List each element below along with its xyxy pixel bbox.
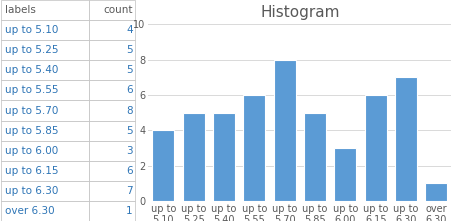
Bar	[394, 77, 416, 201]
Text: up to 6.00: up to 6.00	[5, 146, 59, 156]
Bar	[1, 40, 89, 60]
Bar	[425, 183, 446, 201]
Bar	[89, 20, 135, 40]
Text: 7: 7	[126, 186, 132, 196]
Bar	[1, 181, 89, 201]
Bar	[89, 60, 135, 80]
Text: up to 5.40: up to 5.40	[5, 65, 59, 75]
Text: 6: 6	[126, 85, 132, 95]
Bar	[89, 120, 135, 141]
Bar	[273, 60, 295, 201]
Bar	[152, 130, 174, 201]
Text: up to 6.30: up to 6.30	[5, 186, 59, 196]
Bar	[1, 20, 89, 40]
Bar	[89, 181, 135, 201]
Bar	[89, 161, 135, 181]
Bar	[89, 0, 135, 20]
Text: 5: 5	[126, 126, 132, 136]
Text: labels: labels	[5, 5, 36, 15]
Text: count: count	[103, 5, 132, 15]
Text: up to 5.10: up to 5.10	[5, 25, 59, 35]
Text: 8: 8	[126, 105, 132, 116]
Bar	[1, 101, 89, 120]
Bar	[1, 161, 89, 181]
Text: up to 6.15: up to 6.15	[5, 166, 59, 176]
Bar	[1, 120, 89, 141]
Bar	[1, 60, 89, 80]
Bar	[303, 113, 325, 201]
Text: 5: 5	[126, 45, 132, 55]
Bar	[212, 113, 234, 201]
Bar	[182, 113, 204, 201]
Bar	[89, 141, 135, 161]
Bar	[89, 40, 135, 60]
Bar	[89, 201, 135, 221]
Text: 5: 5	[126, 65, 132, 75]
Text: up to 5.25: up to 5.25	[5, 45, 59, 55]
Bar	[89, 101, 135, 120]
Text: 4: 4	[126, 25, 132, 35]
Bar	[89, 80, 135, 101]
Bar	[334, 148, 355, 201]
Text: 3: 3	[126, 146, 132, 156]
Bar	[243, 95, 265, 201]
Bar	[364, 95, 386, 201]
Text: up to 5.55: up to 5.55	[5, 85, 59, 95]
Text: up to 5.70: up to 5.70	[5, 105, 59, 116]
Bar	[1, 80, 89, 101]
Text: 6: 6	[126, 166, 132, 176]
Title: Histogram: Histogram	[259, 5, 339, 20]
Bar	[1, 0, 89, 20]
Text: over 6.30: over 6.30	[5, 206, 55, 216]
Text: up to 5.85: up to 5.85	[5, 126, 59, 136]
Text: 1: 1	[126, 206, 132, 216]
Bar	[1, 141, 89, 161]
Bar	[1, 201, 89, 221]
